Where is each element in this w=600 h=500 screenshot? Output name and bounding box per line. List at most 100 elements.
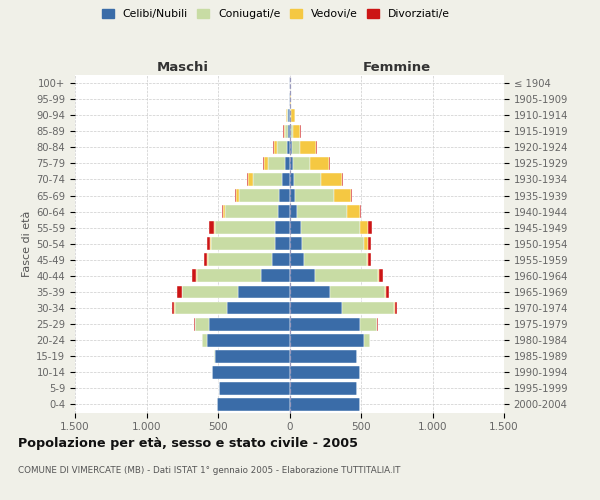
Bar — [364, 238, 368, 250]
Bar — [221, 205, 223, 218]
Bar — [290, 141, 292, 154]
Bar — [272, 254, 290, 266]
Bar — [290, 302, 343, 314]
Bar — [194, 318, 195, 330]
Bar — [205, 254, 207, 266]
Bar — [175, 302, 227, 314]
Bar — [211, 238, 275, 250]
Bar — [351, 189, 352, 202]
Bar — [377, 318, 378, 330]
Bar — [378, 270, 379, 282]
Bar — [207, 238, 210, 250]
Bar — [177, 286, 182, 298]
Bar — [207, 254, 208, 266]
Bar — [293, 157, 310, 170]
Bar — [206, 334, 290, 346]
Bar — [214, 221, 215, 234]
Bar — [209, 318, 290, 330]
Bar — [368, 238, 371, 250]
Bar — [290, 238, 302, 250]
Bar — [290, 157, 293, 170]
Bar — [263, 157, 264, 170]
Bar — [292, 141, 300, 154]
Bar — [225, 205, 278, 218]
Bar — [239, 189, 280, 202]
Bar — [290, 334, 364, 346]
Bar — [261, 270, 290, 282]
Bar — [202, 334, 206, 346]
Bar — [296, 205, 347, 218]
Bar — [334, 189, 351, 202]
Bar — [285, 157, 290, 170]
Text: COMUNE DI VIMERCATE (MB) - Dati ISTAT 1° gennaio 2005 - Elaborazione TUTTITALIA.: COMUNE DI VIMERCATE (MB) - Dati ISTAT 1°… — [18, 466, 401, 475]
Bar — [238, 286, 290, 298]
Bar — [295, 189, 334, 202]
Bar — [283, 125, 284, 138]
Bar — [302, 238, 364, 250]
Bar — [300, 141, 316, 154]
Bar — [292, 108, 295, 122]
Bar — [281, 173, 290, 186]
Bar — [191, 270, 196, 282]
Bar — [301, 221, 359, 234]
Bar — [290, 108, 292, 122]
Bar — [290, 189, 295, 202]
Bar — [278, 205, 290, 218]
Bar — [316, 141, 317, 154]
Bar — [253, 173, 281, 186]
Bar — [368, 254, 371, 266]
Bar — [294, 173, 321, 186]
Bar — [290, 270, 315, 282]
Bar — [284, 125, 285, 138]
Bar — [236, 189, 239, 202]
Bar — [304, 254, 367, 266]
Bar — [290, 398, 359, 411]
Bar — [300, 125, 301, 138]
Text: Popolazione per età, sesso e stato civile - 2005: Popolazione per età, sesso e stato civil… — [18, 438, 358, 450]
Bar — [208, 254, 272, 266]
Bar — [329, 286, 385, 298]
Bar — [275, 221, 290, 234]
Bar — [385, 286, 386, 298]
Bar — [290, 286, 329, 298]
Bar — [217, 398, 290, 411]
Bar — [210, 238, 211, 250]
Bar — [275, 238, 290, 250]
Bar — [357, 350, 358, 362]
Text: Femmine: Femmine — [362, 61, 431, 74]
Bar — [195, 318, 209, 330]
Y-axis label: Fasce di età: Fasce di età — [22, 210, 32, 277]
Bar — [287, 108, 289, 122]
Bar — [172, 302, 175, 314]
Bar — [289, 108, 290, 122]
Bar — [280, 189, 290, 202]
Bar — [209, 221, 214, 234]
Bar — [321, 173, 343, 186]
Bar — [274, 141, 277, 154]
Bar — [290, 318, 359, 330]
Bar — [268, 157, 285, 170]
Bar — [290, 125, 293, 138]
Bar — [248, 173, 253, 186]
Bar — [290, 366, 359, 379]
Bar — [310, 157, 329, 170]
Bar — [277, 141, 287, 154]
Bar — [394, 302, 395, 314]
Bar — [290, 205, 296, 218]
Bar — [359, 205, 361, 218]
Bar — [247, 173, 248, 186]
Bar — [215, 221, 275, 234]
Bar — [386, 286, 389, 298]
Bar — [288, 125, 290, 138]
Bar — [290, 173, 294, 186]
Bar — [290, 350, 357, 362]
Bar — [364, 334, 370, 346]
Bar — [214, 350, 215, 362]
Bar — [368, 221, 373, 234]
Bar — [290, 221, 301, 234]
Bar — [227, 302, 290, 314]
Bar — [347, 205, 359, 218]
Bar — [197, 270, 261, 282]
Bar — [273, 141, 274, 154]
Bar — [359, 221, 368, 234]
